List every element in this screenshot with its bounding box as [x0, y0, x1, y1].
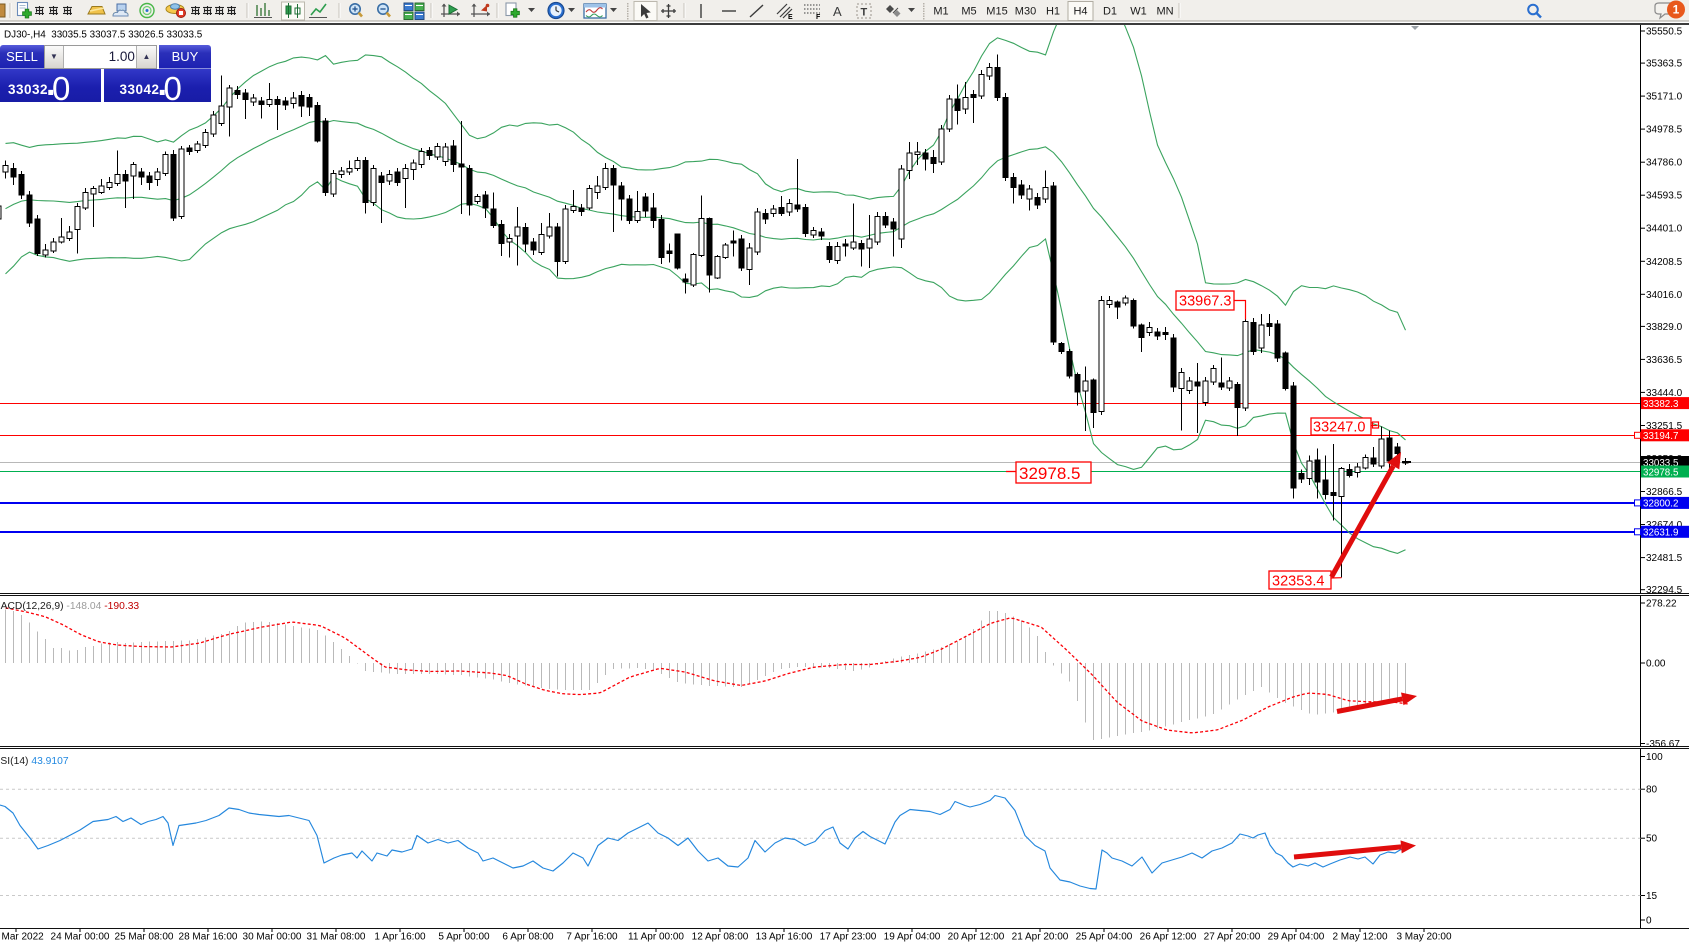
svg-text:32866.5: 32866.5: [1646, 487, 1683, 498]
svg-text:MACD(12,26,9) -148.04 -190.33: MACD(12,26,9) -148.04 -190.33: [0, 601, 139, 612]
svg-text:17 Apr 23:00: 17 Apr 23:00: [820, 932, 877, 942]
svg-text:-356.67: -356.67: [1646, 739, 1680, 750]
svg-text:33636.5: 33636.5: [1646, 355, 1683, 366]
svg-text:M15: M15: [986, 6, 1007, 18]
svg-text:T: T: [861, 7, 868, 19]
svg-text:33194.7: 33194.7: [1643, 431, 1678, 442]
svg-text:20 Apr 12:00: 20 Apr 12:00: [948, 932, 1005, 942]
svg-text:34593.5: 34593.5: [1646, 191, 1683, 202]
svg-text:1: 1: [1673, 3, 1680, 17]
svg-text:M5: M5: [961, 6, 976, 18]
svg-text:H1: H1: [1046, 6, 1060, 18]
svg-text:35171.0: 35171.0: [1646, 92, 1683, 103]
svg-text:15: 15: [1646, 891, 1658, 902]
svg-text:32481.5: 32481.5: [1646, 553, 1683, 564]
svg-text:A: A: [833, 4, 842, 19]
svg-text:33251.5: 33251.5: [1646, 421, 1683, 432]
svg-text:27 Apr 20:00: 27 Apr 20:00: [1204, 932, 1261, 942]
svg-text:19 Apr 04:00: 19 Apr 04:00: [884, 932, 941, 942]
svg-text:11 Apr 00:00: 11 Apr 00:00: [628, 932, 684, 942]
svg-text:34208.5: 34208.5: [1646, 257, 1683, 268]
svg-text:0.00: 0.00: [1646, 659, 1666, 670]
svg-text:F: F: [816, 14, 821, 21]
svg-text:0: 0: [1646, 916, 1652, 927]
svg-text:32294.5: 32294.5: [1646, 585, 1683, 596]
svg-text:33829.0: 33829.0: [1646, 322, 1683, 333]
svg-text:29 Apr 04:00: 29 Apr 04:00: [1268, 932, 1325, 942]
svg-text:32674.0: 32674.0: [1646, 520, 1683, 531]
svg-text:M30: M30: [1015, 6, 1036, 18]
svg-text:1 Apr 16:00: 1 Apr 16:00: [374, 932, 426, 942]
svg-text:34401.0: 34401.0: [1646, 224, 1683, 235]
svg-text:34786.0: 34786.0: [1646, 158, 1683, 169]
svg-text:25 Mar 08:00: 25 Mar 08:00: [115, 932, 174, 942]
svg-text:32978.5: 32978.5: [1019, 464, 1080, 483]
svg-text:M1: M1: [933, 6, 948, 18]
svg-text:5 Apr 00:00: 5 Apr 00:00: [438, 932, 490, 942]
svg-text:H4: H4: [1073, 6, 1087, 18]
svg-text:100: 100: [1646, 752, 1663, 763]
svg-text:33382.3: 33382.3: [1643, 399, 1679, 410]
svg-text:2 May 12:00: 2 May 12:00: [1332, 932, 1387, 942]
svg-text:33247.0: 33247.0: [1313, 420, 1365, 436]
svg-text:30 Mar 00:00: 30 Mar 00:00: [243, 932, 302, 942]
svg-text:W1: W1: [1130, 6, 1147, 18]
svg-text:34978.5: 34978.5: [1646, 125, 1683, 136]
svg-text:50: 50: [1646, 834, 1658, 845]
svg-text:33444.0: 33444.0: [1646, 388, 1683, 399]
svg-text:6 Apr 08:00: 6 Apr 08:00: [502, 932, 554, 942]
svg-text:3 May 20:00: 3 May 20:00: [1396, 932, 1451, 942]
svg-text:25 Apr 04:00: 25 Apr 04:00: [1076, 932, 1133, 942]
svg-text:12 Apr 08:00: 12 Apr 08:00: [692, 932, 749, 942]
svg-text:24 Mar 00:00: 24 Mar 00:00: [51, 932, 110, 942]
svg-text:RSI(14) 43.9107: RSI(14) 43.9107: [0, 756, 69, 767]
svg-text:278.22: 278.22: [1646, 599, 1677, 610]
svg-text:28 Mar 16:00: 28 Mar 16:00: [179, 932, 238, 942]
svg-text:13 Apr 16:00: 13 Apr 16:00: [756, 932, 813, 942]
svg-text:33967.3: 33967.3: [1179, 294, 1231, 310]
svg-text:80: 80: [1646, 785, 1658, 796]
svg-text:26 Apr 12:00: 26 Apr 12:00: [1140, 932, 1197, 942]
svg-text:32978.5: 32978.5: [1643, 467, 1679, 478]
svg-text:Mar 2022: Mar 2022: [2, 932, 45, 942]
svg-text:31 Mar 08:00: 31 Mar 08:00: [307, 932, 366, 942]
svg-text:7 Apr 16:00: 7 Apr 16:00: [566, 932, 618, 942]
svg-text:21 Apr 20:00: 21 Apr 20:00: [1012, 932, 1069, 942]
svg-text:35363.5: 35363.5: [1646, 59, 1683, 70]
svg-text:32631.9: 32631.9: [1643, 528, 1678, 539]
svg-text:D1: D1: [1103, 6, 1117, 18]
svg-text:DJ30-,H4 33035.5 33037.5 3302: DJ30-,H4 33035.5 33037.5 33026.5 33033.5: [4, 30, 203, 41]
svg-text:32800.2: 32800.2: [1643, 499, 1678, 510]
svg-text:MN: MN: [1156, 6, 1173, 18]
svg-text:E: E: [788, 14, 793, 21]
svg-text:35550.5: 35550.5: [1646, 27, 1683, 38]
svg-text:32353.4: 32353.4: [1272, 574, 1324, 590]
svg-text:34016.0: 34016.0: [1646, 290, 1683, 301]
svg-text:33033.5: 33033.5: [1643, 458, 1679, 469]
